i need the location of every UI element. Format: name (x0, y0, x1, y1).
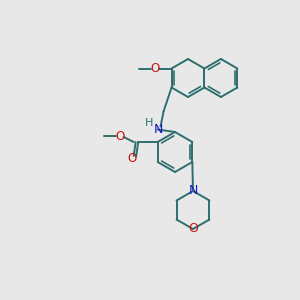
Text: O: O (127, 152, 136, 164)
Text: N: N (154, 123, 163, 136)
Text: O: O (188, 223, 198, 236)
Text: O: O (115, 130, 124, 142)
Text: H: H (146, 118, 154, 128)
Text: O: O (150, 62, 159, 75)
Text: N: N (188, 184, 198, 197)
